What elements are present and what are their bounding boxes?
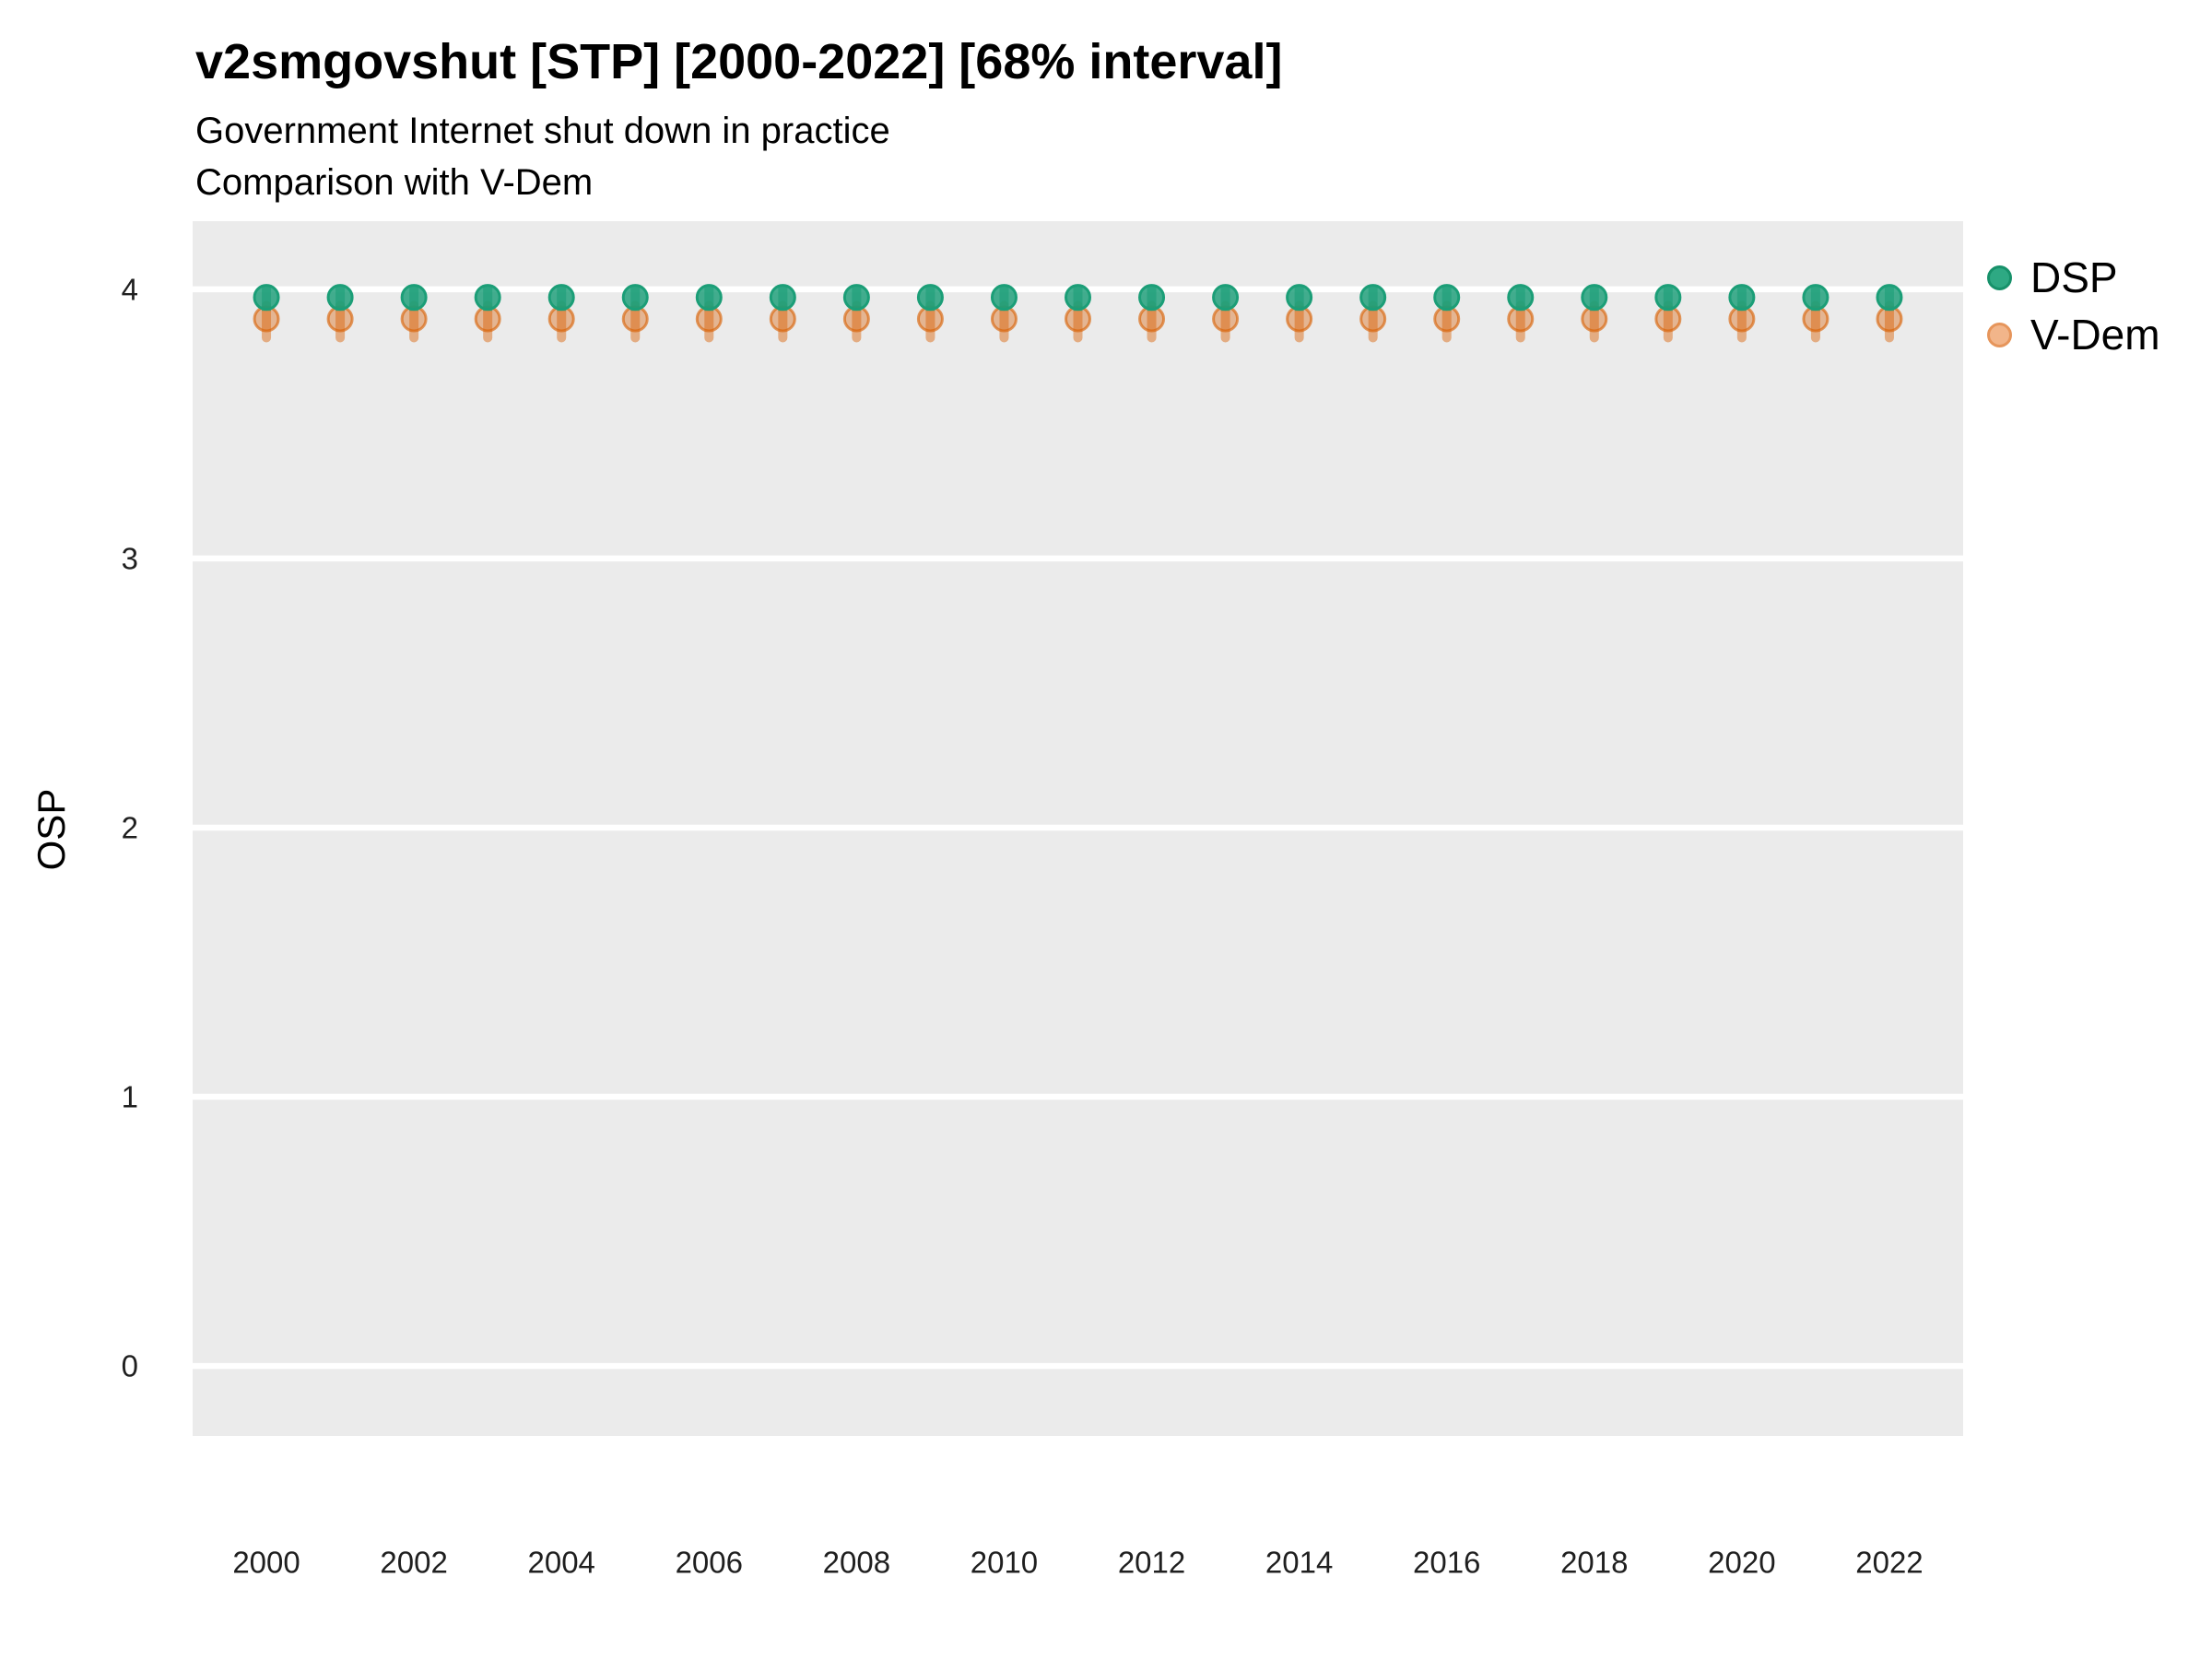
data-point-dsp-2020 (1728, 284, 1756, 312)
data-point-dsp-2021 (1802, 284, 1830, 312)
data-point-dsp-2018 (1581, 284, 1608, 312)
data-point-dsp-2012 (1138, 284, 1166, 312)
data-point-dsp-2005 (621, 284, 649, 312)
data-point-dsp-2013 (1212, 284, 1240, 312)
x-tick-label-2000: 2000 (232, 1546, 300, 1580)
y-tick-label-4: 4 (122, 272, 138, 306)
x-tick-label-2022: 2022 (1855, 1546, 1923, 1580)
x-tick-label-2018: 2018 (1560, 1546, 1628, 1580)
data-point-dsp-2022 (1876, 284, 1903, 312)
data-point-dsp-2011 (1065, 284, 1091, 312)
data-point-dsp-2000 (253, 284, 280, 312)
legend-item-dsp: DSP (1987, 249, 2160, 306)
legend-item-vdem: V-Dem (1987, 306, 2160, 363)
legend-label-dsp: DSP (2030, 253, 2118, 301)
data-point-dsp-2019 (1654, 284, 1682, 312)
x-tick-label-2010: 2010 (971, 1546, 1038, 1580)
data-point-dsp-2016 (1433, 284, 1461, 312)
dsp-legend-dot-icon (1987, 265, 2012, 290)
data-point-dsp-2015 (1359, 284, 1387, 312)
x-tick-label-2020: 2020 (1708, 1546, 1775, 1580)
y-tick-label-0: 0 (122, 1349, 138, 1383)
data-point-dsp-2007 (769, 284, 796, 312)
data-point-dsp-2002 (400, 284, 428, 312)
data-point-dsp-2014 (1286, 284, 1313, 312)
data-point-dsp-2010 (990, 284, 1018, 312)
data-point-dsp-2009 (916, 284, 944, 312)
legend-label-vdem: V-Dem (2030, 311, 2160, 359)
x-tick-label-2008: 2008 (823, 1546, 890, 1580)
x-tick-label-2012: 2012 (1118, 1546, 1185, 1580)
data-point-dsp-2003 (474, 284, 501, 312)
data-point-dsp-2001 (326, 284, 354, 312)
y-tick-label-1: 1 (122, 1080, 138, 1114)
chart-subtitle-line1: Government Internet shut down in practic… (195, 111, 890, 151)
legend: DSP V-Dem (1987, 249, 2160, 363)
chart-title: v2smgovshut [STP] [2000-2022] [68% inter… (195, 34, 1283, 89)
vdem-legend-dot-icon (1987, 322, 2012, 347)
x-tick-label-2002: 2002 (380, 1546, 447, 1580)
data-point-dsp-2017 (1507, 284, 1535, 312)
x-tick-label-2014: 2014 (1265, 1546, 1333, 1580)
x-tick-label-2016: 2016 (1413, 1546, 1480, 1580)
y-tick-label-3: 3 (122, 541, 138, 575)
data-point-dsp-2008 (842, 284, 870, 312)
data-point-dsp-2006 (695, 284, 723, 312)
y-tick-label-2: 2 (122, 810, 138, 844)
x-tick-label-2006: 2006 (676, 1546, 743, 1580)
chart-subtitle-line2: Comparison with V-Dem (195, 162, 594, 203)
data-point-dsp-2004 (547, 284, 575, 312)
x-tick-label-2004: 2004 (527, 1546, 594, 1580)
